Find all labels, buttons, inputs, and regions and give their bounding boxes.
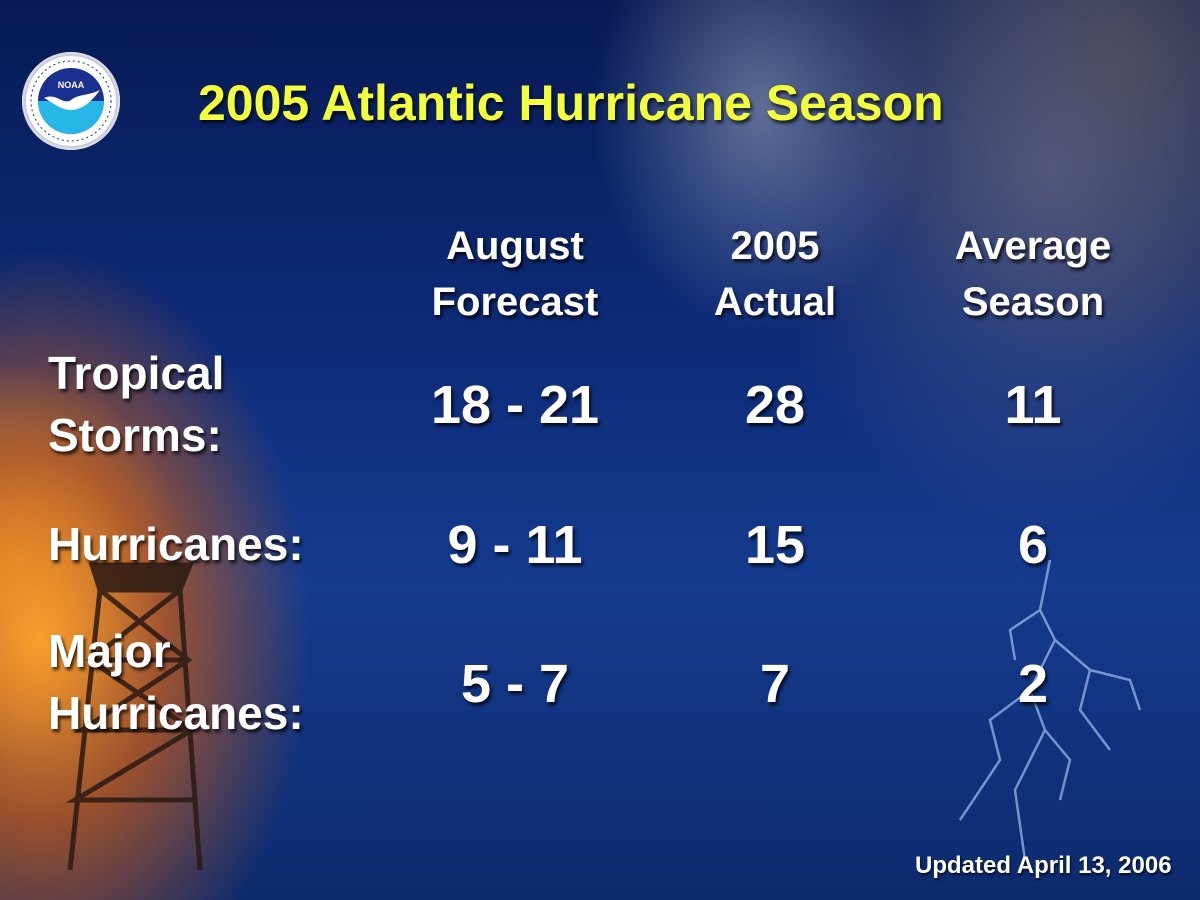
column-header-line1: 2005 bbox=[730, 224, 820, 268]
column-header-line2: Season bbox=[961, 280, 1105, 324]
cell-major-hurricanes-forecast: 5 - 7 bbox=[460, 654, 570, 714]
row-label-hurricanes: Hurricanes: bbox=[48, 513, 304, 575]
cell-major-hurricanes-actual: 7 bbox=[759, 654, 791, 714]
row-label-tropical-storms: Tropical Storms: bbox=[48, 342, 224, 466]
cell-tropical-storms-actual: 28 bbox=[744, 375, 806, 435]
cell-hurricanes-actual: 15 bbox=[744, 515, 806, 575]
logo-text: NOAA bbox=[57, 80, 85, 90]
column-header-august-forecast: August Forecast bbox=[385, 218, 645, 330]
row-label-line2: Storms: bbox=[48, 409, 222, 461]
row-label-line1: Hurricanes: bbox=[48, 518, 304, 570]
cell-hurricanes-average: 6 bbox=[1017, 515, 1049, 575]
column-header-line1: August bbox=[446, 224, 584, 268]
column-header-line2: Actual bbox=[713, 280, 837, 324]
row-label-line1: Tropical bbox=[48, 347, 225, 399]
column-header-average-season: Average Season bbox=[903, 218, 1163, 330]
cell-hurricanes-forecast: 9 - 11 bbox=[447, 515, 583, 575]
cell-major-hurricanes-average: 2 bbox=[1017, 654, 1049, 714]
lightning-icon bbox=[958, 560, 1142, 860]
column-header-line1: Average bbox=[954, 224, 1112, 268]
noaa-logo-icon bbox=[24, 54, 118, 148]
updated-date: Updated April 13, 2006 bbox=[915, 852, 1172, 879]
row-label-line1: Major bbox=[48, 625, 171, 677]
row-label-major-hurricanes: Major Hurricanes: bbox=[48, 620, 304, 744]
cell-tropical-storms-average: 11 bbox=[1004, 375, 1062, 435]
column-header-line2: Forecast bbox=[431, 280, 599, 324]
column-header-2005-actual: 2005 Actual bbox=[645, 218, 905, 330]
tower-silhouette-icon bbox=[65, 562, 203, 871]
cell-tropical-storms-forecast: 18 - 21 bbox=[430, 375, 600, 435]
noaa-logo: NOAA bbox=[22, 52, 120, 150]
row-label-line2: Hurricanes: bbox=[48, 687, 304, 739]
page-title: 2005 Atlantic Hurricane Season bbox=[198, 75, 944, 131]
